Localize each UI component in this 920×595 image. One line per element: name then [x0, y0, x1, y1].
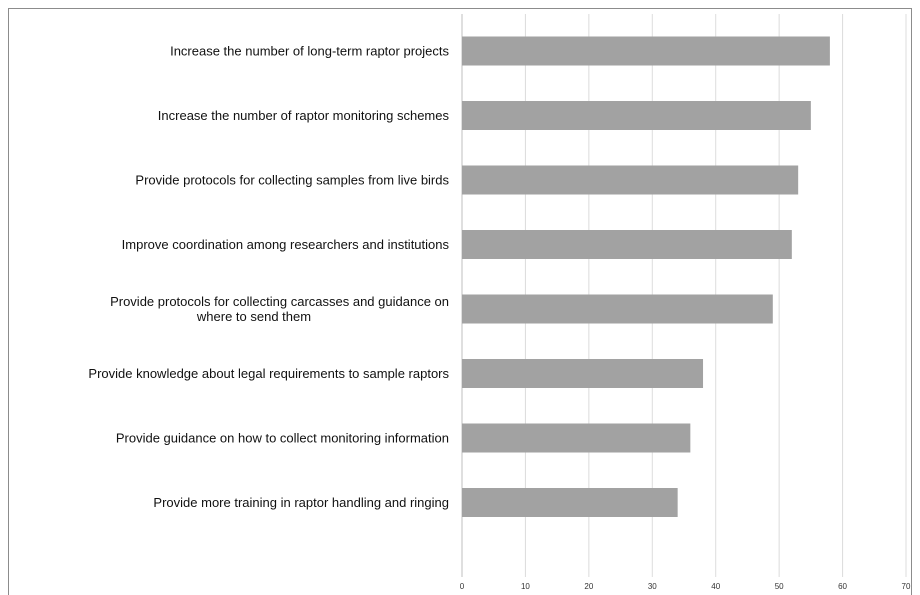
category-labels: Increase the number of long-term raptor … [88, 44, 449, 511]
category-label: Provide guidance on how to collect monit… [116, 431, 449, 446]
x-tick-label: 30 [648, 582, 657, 591]
bar [462, 488, 678, 517]
x-tick-label: 10 [521, 582, 530, 591]
bar [462, 294, 773, 324]
x-tick-label: 0 [460, 582, 465, 591]
bar [462, 101, 811, 130]
category-label: Increase the number of raptor monitoring… [158, 108, 450, 123]
category-label: Provide protocols for collecting carcass… [110, 294, 449, 324]
category-label: Increase the number of long-term raptor … [170, 44, 449, 59]
x-tick-labels: 0 10 20 30 40 50 60 70 [460, 582, 911, 591]
category-label: Provide more training in raptor handling… [153, 495, 449, 510]
bar [462, 359, 704, 388]
category-label: Provide protocols for collecting samples… [135, 173, 449, 188]
x-tick-label: 40 [711, 582, 720, 591]
bar [462, 230, 792, 259]
bars [462, 36, 830, 517]
bar [462, 165, 799, 195]
bar [462, 36, 830, 66]
x-tick-label: 70 [902, 582, 911, 591]
category-label: Provide knowledge about legal requiremen… [88, 366, 449, 381]
x-tick-label: 50 [775, 582, 784, 591]
bar [462, 423, 691, 453]
x-tick-label: 20 [584, 582, 593, 591]
category-label: Improve coordination among researchers a… [122, 237, 450, 252]
x-tick-label: 60 [838, 582, 847, 591]
